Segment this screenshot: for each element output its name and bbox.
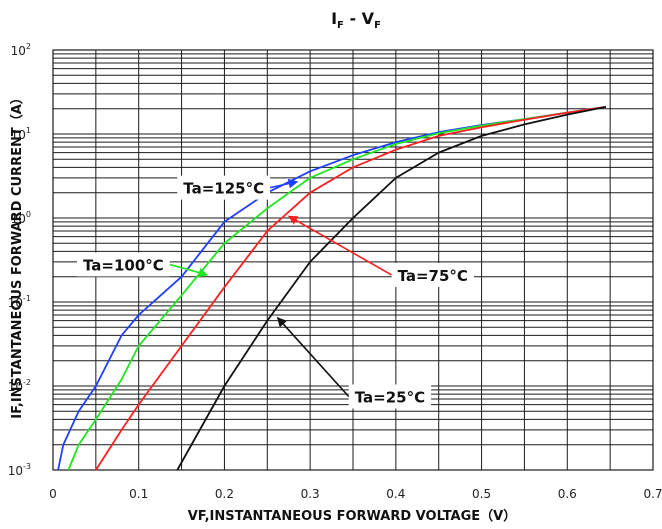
series-line [67, 106, 607, 471]
series-label: Ta=75°C [398, 267, 468, 285]
y-tick-label: 10-3 [8, 462, 31, 478]
series-label-leader [276, 317, 350, 398]
y-axis-title: IF,INSTANTANEOUS FORWARD CURRENT（A） [9, 91, 25, 419]
series-label-box [348, 384, 432, 409]
y-tick-label: 100 [11, 210, 31, 226]
series-line [95, 106, 607, 471]
plot-frame [52, 49, 654, 471]
series-label-box [177, 175, 271, 200]
x-axis-title: VF,INSTANTANEOUS FORWARD VOLTAGE（V） [188, 508, 516, 524]
tick-labels: 0 0.1 0.2 0.3 0.4 0.5 0.6 0.7 10-3 10-2 10-1 100 101… [8, 42, 662, 501]
x-tick-label: 0.5 [472, 487, 491, 501]
series-label-leader [169, 263, 209, 278]
series-label-box [77, 252, 170, 277]
x-tick-label: 0.6 [558, 487, 577, 501]
y-tick-label: 101 [11, 126, 31, 142]
x-tick-label: 0.2 [215, 487, 234, 501]
chart-title: IF - VF [331, 9, 381, 31]
series-label-leader [287, 215, 392, 276]
x-tick-label: 0.3 [301, 487, 320, 501]
series-label: Ta=25°C [355, 388, 425, 406]
x-tick-label: 0.1 [129, 487, 148, 501]
y-tick-label: 10-1 [8, 294, 31, 310]
series-label: Ta=125°C [183, 180, 264, 198]
y-tick-label: 102 [11, 42, 31, 58]
annotation-layer: Ta=125°C Ta=100°C Ta=75°C Ta=25°C [77, 175, 474, 409]
x-tick-label: 0 [49, 487, 57, 501]
x-tick-label: 0.4 [386, 487, 405, 501]
series-label: Ta=100°C [83, 256, 164, 274]
series-label-box [391, 262, 474, 287]
series-label-leader [269, 178, 299, 189]
x-tick-label: 0.7 [643, 487, 662, 501]
series-line [57, 106, 607, 471]
y-tick-label: 10-2 [8, 378, 31, 394]
series-line [176, 106, 607, 471]
series-layer [57, 106, 607, 471]
